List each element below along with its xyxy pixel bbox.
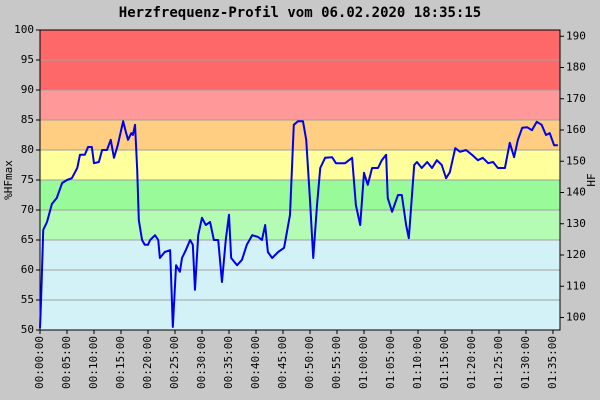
line-series bbox=[39, 120, 558, 329]
y-tick-label: 85 bbox=[21, 113, 34, 126]
y2-tick-label: 110 bbox=[566, 279, 586, 292]
x-tick-label: 01:30:00 bbox=[519, 336, 532, 389]
y-tick-label: 60 bbox=[21, 263, 34, 276]
x-tick-label: 01:00:00 bbox=[357, 336, 370, 389]
y-tick-label: 75 bbox=[21, 173, 34, 186]
zone bbox=[40, 210, 560, 240]
y-tick-label: 55 bbox=[21, 293, 34, 306]
x-tick-label: 00:10:00 bbox=[87, 336, 100, 389]
zone bbox=[40, 180, 560, 210]
y2-tick-label: 100 bbox=[566, 311, 586, 324]
y2-axis-label: HF bbox=[585, 173, 598, 186]
zone bbox=[40, 90, 560, 120]
y-tick-label: 90 bbox=[21, 83, 34, 96]
x-tick-label: 01:25:00 bbox=[492, 336, 505, 389]
x-tick-label: 00:25:00 bbox=[168, 336, 181, 389]
x-tick-label: 00:55:00 bbox=[330, 336, 343, 389]
y-tick-label: 80 bbox=[21, 143, 34, 156]
chart-title: Herzfrequenz-Profil vom 06.02.2020 18:35… bbox=[119, 5, 481, 21]
x-tick-label: 00:20:00 bbox=[141, 336, 154, 389]
x-tick-label: 00:30:00 bbox=[195, 336, 208, 389]
x-tick-label: 00:40:00 bbox=[249, 336, 262, 389]
x-tick-label: 00:05:00 bbox=[60, 336, 73, 389]
y2-tick-label: 130 bbox=[566, 217, 586, 230]
y2-tick-label: 160 bbox=[566, 123, 586, 136]
y2-tick-label: 150 bbox=[566, 154, 586, 167]
x-tick-label: 01:15:00 bbox=[438, 336, 451, 389]
x-tick-label: 01:10:00 bbox=[411, 336, 424, 389]
x-tick-label: 00:15:00 bbox=[114, 336, 127, 389]
plot-frame bbox=[39, 29, 561, 331]
y2-tick-label: 170 bbox=[566, 92, 586, 105]
x-tick-label: 01:05:00 bbox=[384, 336, 397, 389]
y2-tick-label: 190 bbox=[566, 29, 586, 42]
y2-tick-label: 120 bbox=[566, 248, 586, 261]
x-tick-label: 00:45:00 bbox=[276, 336, 289, 389]
y-tick-label: 50 bbox=[21, 323, 34, 336]
x-tick-label: 00:00:00 bbox=[33, 336, 46, 389]
y-axis-label: %HFmax bbox=[2, 160, 15, 200]
y-tick-label: 65 bbox=[21, 233, 34, 246]
x-tick-label: 01:35:00 bbox=[546, 336, 559, 389]
y-tick-label: 100 bbox=[14, 23, 34, 36]
x-tick-label: 01:20:00 bbox=[465, 336, 478, 389]
zone bbox=[40, 150, 560, 180]
y2-tick-label: 140 bbox=[566, 186, 586, 199]
y-tick-label: 95 bbox=[21, 53, 34, 66]
zone bbox=[40, 240, 560, 330]
y2-tick-label: 180 bbox=[566, 61, 586, 74]
y-tick-label: 70 bbox=[21, 203, 34, 216]
x-tick-label: 00:50:00 bbox=[303, 336, 316, 389]
x-tick-label: 00:35:00 bbox=[222, 336, 235, 389]
